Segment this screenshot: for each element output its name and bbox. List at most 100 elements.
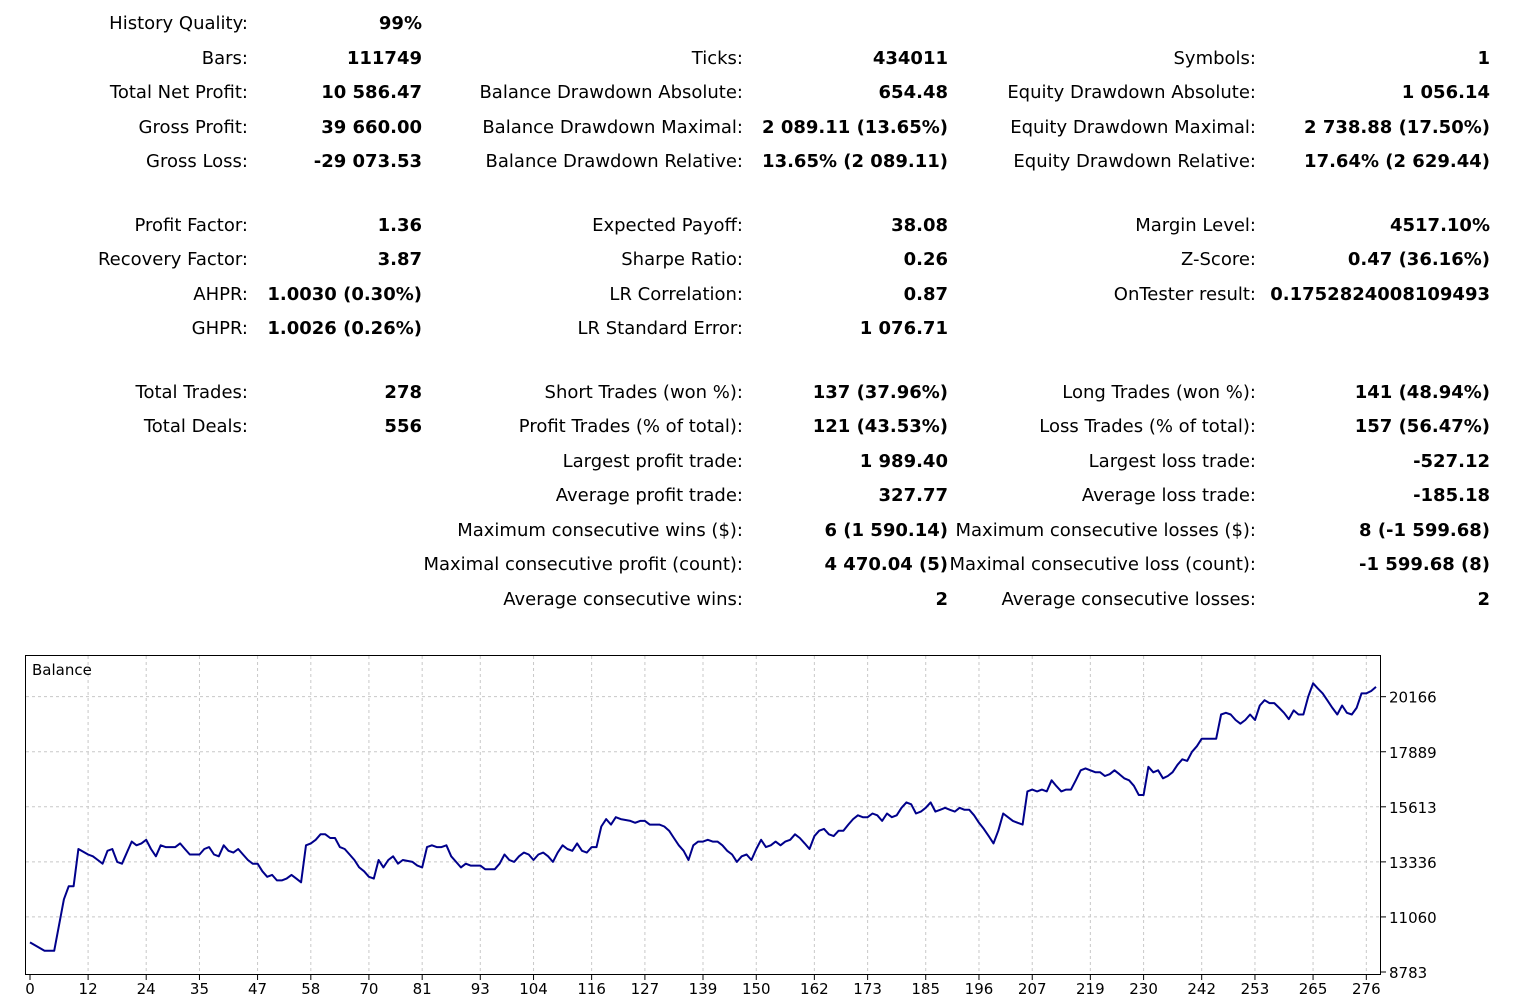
x-tick-label: 196 <box>965 980 994 998</box>
stat-col2-13-value: 4 470.04 (5) <box>824 554 949 575</box>
stat-col2-9-label: Profit Trades (% of total): <box>518 416 743 437</box>
stat-col3-0-value: 1 <box>1477 48 1490 69</box>
stat-col3-2-label: Equity Drawdown Maximal: <box>1010 117 1256 138</box>
stat-col1-9-label: Total Deals: <box>143 416 248 437</box>
stat-col3-6-value: 0.1752824008109493 <box>1270 284 1490 305</box>
x-tick-label: 219 <box>1076 980 1105 998</box>
x-tick-label: 253 <box>1241 980 1270 998</box>
y-tick-label: 20166 <box>1389 689 1437 707</box>
stat-col3-13-value: 2 <box>1477 589 1490 610</box>
x-tick-label: 185 <box>911 980 940 998</box>
stat-col2-4-label: Expected Payoff: <box>592 215 743 236</box>
balance-chart: Balance <box>25 655 1381 975</box>
stat-col3-3-value: 17.64% (2 629.44) <box>1304 151 1490 172</box>
x-tick-label: 173 <box>853 980 882 998</box>
stat-col3-5-label: Z-Score: <box>1181 249 1256 270</box>
chart-title: Balance <box>32 661 92 679</box>
stat-col3-9-value: -527.12 <box>1413 451 1490 472</box>
stat-col1-8-label: Total Trades: <box>135 382 248 403</box>
stat-col2-6-label: LR Correlation: <box>609 284 743 305</box>
stat-col1-7-value: 1.0026 (0.26%) <box>267 318 422 339</box>
stat-col3-8-value: 157 (56.47%) <box>1354 416 1490 437</box>
balance-series-line <box>29 682 1377 952</box>
x-tick-label: 12 <box>79 980 98 998</box>
x-tick-label: 47 <box>248 980 267 998</box>
x-tick-label: 207 <box>1018 980 1047 998</box>
x-tick-label: 150 <box>742 980 771 998</box>
stat-col2-0-value: 434011 <box>872 48 948 69</box>
stat-col1-3-value: -29 073.53 <box>313 151 422 172</box>
stat-col1-7-label: GHPR: <box>191 318 248 339</box>
x-tick-label: 70 <box>359 980 378 998</box>
stat-col3-6-label: OnTester result: <box>1113 284 1256 305</box>
stat-col1-9-value: 556 <box>384 416 422 437</box>
stat-col1-4-value: 1.36 <box>377 215 422 236</box>
stat-col3-2-value: 2 738.88 (17.50%) <box>1304 117 1490 138</box>
x-tick-label: 242 <box>1187 980 1216 998</box>
stat-col3-7-label: Long Trades (won %): <box>1062 382 1256 403</box>
stat-col2-6-value: 0.87 <box>903 284 948 305</box>
stat-col3-11-value: 8 (-1 599.68) <box>1359 520 1490 541</box>
stat-col3-8-label: Loss Trades (% of total): <box>1039 416 1256 437</box>
stat-col3-10-label: Average loss trade: <box>1081 485 1256 506</box>
x-tick-label: 104 <box>519 980 548 998</box>
stat-col1-6-value: 1.0030 (0.30%) <box>267 284 422 305</box>
stat-col2-3-label: Balance Drawdown Relative: <box>485 151 743 172</box>
history-quality-label: History Quality: <box>109 13 248 34</box>
y-tick-label: 8783 <box>1389 964 1427 982</box>
stat-col2-4-value: 38.08 <box>891 215 948 236</box>
stat-col2-11-label: Average profit trade: <box>555 485 743 506</box>
stat-col3-13-label: Average consecutive losses: <box>1001 589 1256 610</box>
y-tick-label: 11060 <box>1389 909 1437 927</box>
stat-col1-0-label: Bars: <box>201 48 248 69</box>
stat-col1-5-label: Recovery Factor: <box>97 249 248 270</box>
stat-col2-7-label: LR Standard Error: <box>577 318 744 339</box>
balance-chart-plot: Balance <box>26 656 1380 974</box>
stat-col1-1-label: Total Net Profit: <box>109 82 248 103</box>
y-tick-label: 15613 <box>1389 799 1437 817</box>
x-tick-label: 93 <box>471 980 490 998</box>
stat-col1-4-label: Profit Factor: <box>134 215 248 236</box>
stat-col2-1-value: 654.48 <box>878 82 948 103</box>
stat-col2-5-label: Sharpe Ratio: <box>621 249 743 270</box>
stat-col2-8-value: 137 (37.96%) <box>812 382 948 403</box>
stat-col1-0-value: 111749 <box>346 48 422 69</box>
stat-col3-7-value: 141 (48.94%) <box>1354 382 1490 403</box>
stat-col3-3-label: Equity Drawdown Relative: <box>1013 151 1256 172</box>
stat-col3-11-label: Maximum consecutive losses ($): <box>955 520 1257 541</box>
stat-col1-5-value: 3.87 <box>377 249 422 270</box>
x-tick-label: 116 <box>577 980 606 998</box>
stat-col2-14-value: 2 <box>935 589 948 610</box>
stat-col3-5-value: 0.47 (36.16%) <box>1347 249 1490 270</box>
stat-col1-1-value: 10 586.47 <box>321 82 422 103</box>
x-tick-label: 139 <box>689 980 718 998</box>
stat-col3-12-value: -1 599.68 (8) <box>1359 554 1490 575</box>
x-tick-label: 58 <box>301 980 320 998</box>
x-tick-label: 24 <box>137 980 156 998</box>
stat-col2-14-label: Average consecutive wins: <box>503 589 743 610</box>
x-tick-label: 81 <box>413 980 432 998</box>
y-tick-label: 13336 <box>1389 854 1437 872</box>
x-tick-label: 127 <box>631 980 660 998</box>
stat-col2-9-value: 121 (43.53%) <box>812 416 948 437</box>
stat-col3-4-label: Margin Level: <box>1135 215 1256 236</box>
stat-col1-3-label: Gross Loss: <box>146 151 248 172</box>
stat-col3-9-label: Largest loss trade: <box>1088 451 1256 472</box>
stat-col3-1-label: Equity Drawdown Absolute: <box>1007 82 1256 103</box>
stat-col2-0-label: Ticks: <box>691 48 743 69</box>
stat-col3-12-label: Maximal consecutive loss (count): <box>949 554 1256 575</box>
x-tick-label: 162 <box>800 980 829 998</box>
stat-col2-2-label: Balance Drawdown Maximal: <box>482 117 743 138</box>
stat-col1-8-value: 278 <box>384 382 422 403</box>
x-tick-label: 265 <box>1299 980 1328 998</box>
stat-col2-12-value: 6 (1 590.14) <box>824 520 949 541</box>
x-tick-label: 0 <box>25 980 35 998</box>
stat-col1-2-value: 39 660.00 <box>321 117 422 138</box>
stat-col2-10-value: 1 989.40 <box>859 451 948 472</box>
stat-col2-1-label: Balance Drawdown Absolute: <box>479 82 743 103</box>
x-tick-label: 276 <box>1352 980 1381 998</box>
x-tick-label: 35 <box>190 980 209 998</box>
stat-col2-12-label: Maximum consecutive wins ($): <box>457 520 743 541</box>
stat-col2-13-label: Maximal consecutive profit (count): <box>423 554 743 575</box>
stat-col1-2-label: Gross Profit: <box>138 117 248 138</box>
